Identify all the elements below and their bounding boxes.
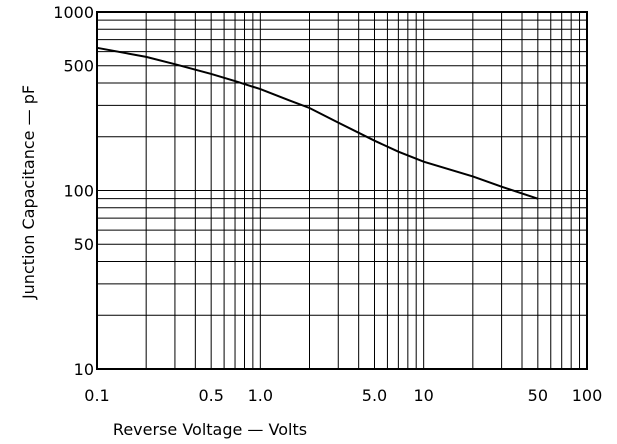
capacitance-curve — [96, 46, 539, 200]
y-tick-labels: 10 50 100 500 1000 — [53, 3, 94, 379]
y-axis-title: Junction Capacitance — pF — [19, 85, 38, 300]
grid-lines — [97, 12, 587, 369]
y-tick-label: 10 — [74, 360, 94, 379]
x-axis-title: Reverse Voltage — Volts — [113, 420, 307, 439]
x-tick-label: 0.1 — [84, 386, 109, 405]
x-tick-label: 50 — [528, 386, 548, 405]
y-tick-label: 500 — [63, 57, 94, 76]
x-tick-label: 100 — [572, 386, 603, 405]
y-tick-label: 1000 — [53, 3, 94, 22]
x-tick-labels: 0.1 0.5 1.0 5.0 10 50 100 — [84, 386, 602, 405]
x-tick-label: 0.5 — [198, 386, 223, 405]
x-tick-label: 5.0 — [362, 386, 387, 405]
y-tick-label: 100 — [63, 182, 94, 201]
plot-frame — [96, 11, 588, 370]
x-tick-label: 1.0 — [248, 386, 273, 405]
x-tick-label: 10 — [413, 386, 433, 405]
y-tick-label: 50 — [74, 235, 94, 254]
